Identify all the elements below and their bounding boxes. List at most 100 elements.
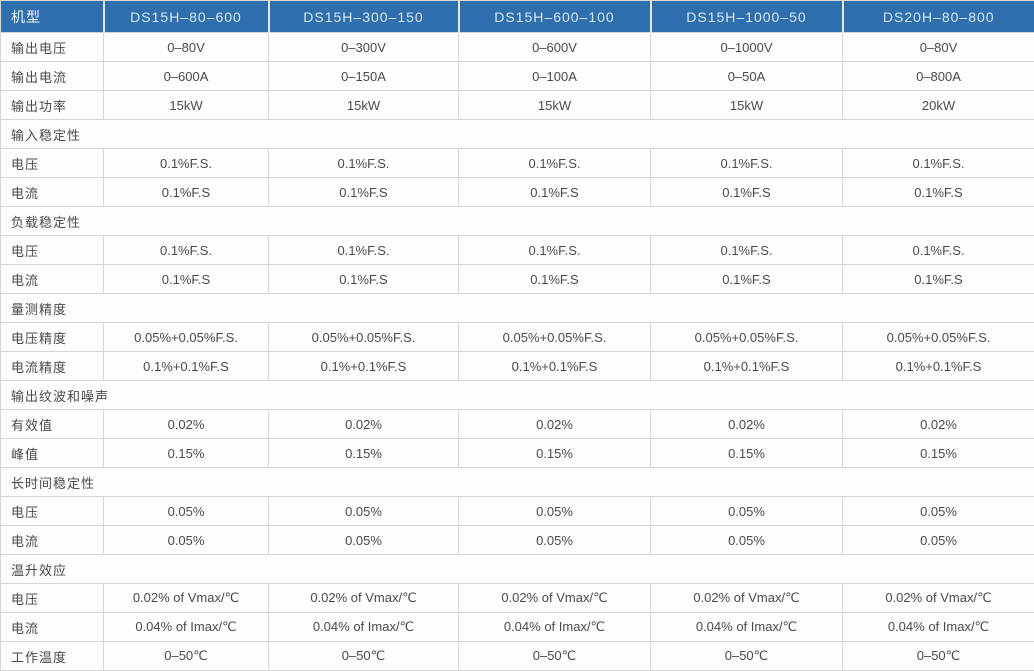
value-cell: 15kW [651, 91, 843, 120]
section-row: 长时间稳定性 [1, 468, 1034, 497]
value-cell: 0.02% of Vmax/℃ [651, 584, 843, 613]
table-header: 机型 DS15H–80–600 DS15H–300–150 DS15H–600–… [1, 1, 1034, 33]
value-cell: 0.1%F.S [651, 178, 843, 207]
value-cell: 0.02% [651, 410, 843, 439]
row-label-cell: 输出电压 [1, 33, 104, 62]
row-label-cell: 电压精度 [1, 323, 104, 352]
value-cell: 0.15% [459, 439, 651, 468]
value-cell: 0.1%F.S. [651, 236, 843, 265]
value-cell: 0.04% of Imax/℃ [104, 613, 269, 642]
value-cell: 0.05%+0.05%F.S. [459, 323, 651, 352]
header-cell-ds15h-80-600: DS15H–80–600 [104, 1, 269, 33]
value-cell: 0.1%F.S [104, 265, 269, 294]
value-cell: 0.15% [104, 439, 269, 468]
value-cell: 0.1%F.S [843, 265, 1034, 294]
value-cell: 0.02% of Vmax/℃ [843, 584, 1034, 613]
row-label-cell: 电压 [1, 236, 104, 265]
value-cell: 0.02% of Vmax/℃ [104, 584, 269, 613]
row-label-cell: 电流精度 [1, 352, 104, 381]
section-row: 输入稳定性 [1, 120, 1034, 149]
row-label-cell: 电流 [1, 265, 104, 294]
row-label-cell: 峰值 [1, 439, 104, 468]
value-cell: 0.05% [269, 526, 459, 555]
value-cell: 0.1%F.S. [104, 236, 269, 265]
value-cell: 0.04% of Imax/℃ [843, 613, 1034, 642]
value-cell: 0–800A [843, 62, 1034, 91]
value-cell: 0.1%F.S. [843, 236, 1034, 265]
value-cell: 0.1%F.S. [651, 149, 843, 178]
value-cell: 0.1%F.S. [104, 149, 269, 178]
row-label-cell: 输出功率 [1, 91, 104, 120]
value-cell: 0–100A [459, 62, 651, 91]
value-cell: 0.05% [269, 497, 459, 526]
section-label-cell: 负载稳定性 [1, 207, 1034, 236]
value-cell: 0.1%+0.1%F.S [104, 352, 269, 381]
value-cell: 15kW [104, 91, 269, 120]
value-cell: 0–600V [459, 33, 651, 62]
value-cell: 0.05% [843, 497, 1034, 526]
value-cell: 0.05% [843, 526, 1034, 555]
value-cell: 0.02% [459, 410, 651, 439]
value-cell: 0.05% [104, 526, 269, 555]
value-cell: 0.1%F.S. [459, 236, 651, 265]
value-cell: 0–150A [269, 62, 459, 91]
value-cell: 0.02% [104, 410, 269, 439]
value-cell: 0.05% [651, 526, 843, 555]
value-cell: 0–300V [269, 33, 459, 62]
value-cell: 0–50℃ [651, 642, 843, 671]
value-cell: 0–50A [651, 62, 843, 91]
section-label-cell: 温升效应 [1, 555, 1034, 584]
row-label-cell: 工作温度 [1, 642, 104, 671]
header-cell-ds20h-80-800: DS20H–80–800 [843, 1, 1034, 33]
row-label-cell: 电压 [1, 149, 104, 178]
value-cell: 0.1%+0.1%F.S [269, 352, 459, 381]
value-cell: 0.05%+0.05%F.S. [843, 323, 1034, 352]
value-cell: 15kW [459, 91, 651, 120]
value-cell: 0.1%+0.1%F.S [843, 352, 1034, 381]
section-label-cell: 输出纹波和噪声 [1, 381, 1034, 410]
value-cell: 0.1%F.S. [269, 236, 459, 265]
value-cell: 0.1%F.S [651, 265, 843, 294]
value-cell: 0.04% of Imax/℃ [651, 613, 843, 642]
value-cell: 15kW [269, 91, 459, 120]
value-cell: 0.05%+0.05%F.S. [104, 323, 269, 352]
value-cell: 0.05% [459, 526, 651, 555]
value-cell: 0–80V [104, 33, 269, 62]
header-row: 机型 DS15H–80–600 DS15H–300–150 DS15H–600–… [1, 1, 1034, 33]
value-cell: 0.02% of Vmax/℃ [459, 584, 651, 613]
value-cell: 0.1%F.S [459, 178, 651, 207]
value-cell: 0.15% [843, 439, 1034, 468]
row-label-cell: 电流 [1, 526, 104, 555]
section-label-cell: 量测精度 [1, 294, 1034, 323]
value-cell: 0–50℃ [459, 642, 651, 671]
header-cell-ds15h-600-100: DS15H–600–100 [459, 1, 651, 33]
value-cell: 0.15% [651, 439, 843, 468]
header-cell-model: 机型 [1, 1, 104, 33]
value-cell: 0.02% [269, 410, 459, 439]
value-cell: 0–50℃ [269, 642, 459, 671]
value-cell: 0–50℃ [843, 642, 1034, 671]
value-cell: 0.1%F.S. [459, 149, 651, 178]
value-cell: 0.05% [651, 497, 843, 526]
section-row: 温升效应 [1, 555, 1034, 584]
section-label-cell: 长时间稳定性 [1, 468, 1034, 497]
value-cell: 0.05%+0.05%F.S. [269, 323, 459, 352]
value-cell: 0.02% [843, 410, 1034, 439]
value-cell: 0.04% of Imax/℃ [269, 613, 459, 642]
value-cell: 0.04% of Imax/℃ [459, 613, 651, 642]
value-cell: 20kW [843, 91, 1034, 120]
section-label-cell: 输入稳定性 [1, 120, 1034, 149]
